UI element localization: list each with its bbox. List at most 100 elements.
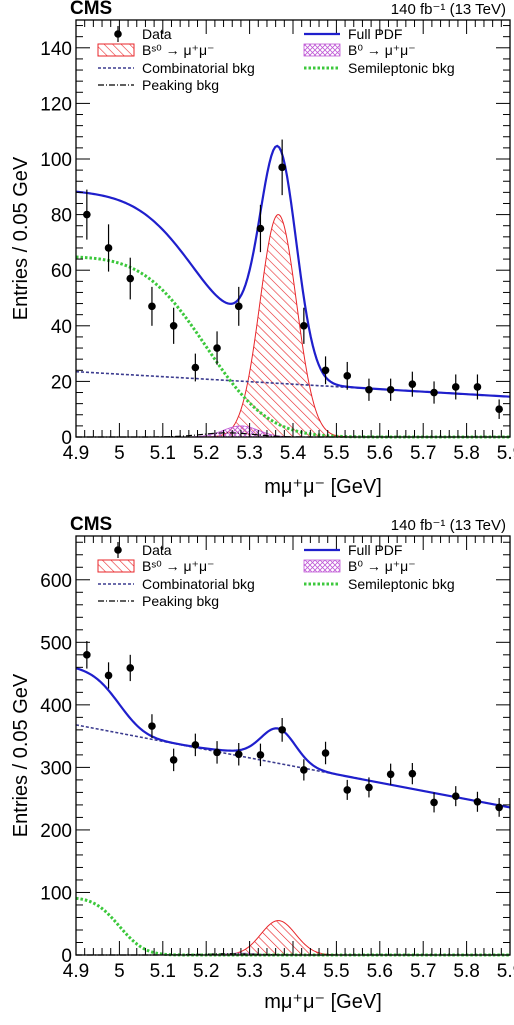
legend-comb-label: Combinatorial bkg [142, 60, 255, 76]
data-point [365, 783, 373, 792]
y-axis-title: Entries / 0.05 GeV [10, 156, 32, 320]
data-point [234, 750, 243, 759]
lower-mass-fit-panel: 4.9 5 5.1 5.2 5.3 5.4 5.5 5.6 5.7 5.8 5.9 0 100 200 30… [10, 514, 514, 1013]
luminosity-label: 140 fb⁻¹ (13 TeV) [391, 1, 506, 18]
data-point [169, 322, 178, 330]
legend-semi-label: Semileptonic bkg [348, 60, 455, 76]
y-tick-label: 300 [40, 758, 72, 779]
data-point [278, 163, 286, 172]
y-tick-label: 200 [40, 821, 72, 842]
data-point [495, 803, 503, 812]
data-point [343, 372, 352, 380]
legend-data-label: Data [142, 542, 172, 558]
data-point [278, 726, 286, 734]
data-point [386, 770, 395, 779]
x-tick-label: 5.8 [453, 961, 479, 982]
data-point [321, 749, 330, 757]
y-tick-label: 40 [51, 317, 72, 338]
x-tick-label: 5.1 [150, 443, 176, 464]
data-point [473, 383, 482, 391]
upper-mass-fit-panel: 4.9 5 5.1 5.2 5.3 5.4 5.5 5.6 5.7 5.8 5.9 0 20 40 60 80… [10, 0, 514, 498]
y-tick-label: 140 [40, 39, 72, 60]
data-point [256, 751, 265, 759]
legend-b0-swatch [303, 559, 341, 573]
legend-b0-label: B⁰ → μ⁺μ⁻ [348, 558, 416, 574]
data-point [473, 797, 482, 806]
data-point [213, 344, 221, 352]
x-tick-label: 4.9 [63, 443, 89, 464]
y-tick-label: 0 [61, 946, 72, 967]
data-point [148, 722, 156, 730]
x-tick-label: 4.9 [63, 961, 89, 982]
x-tick-label: 5.5 [323, 961, 349, 982]
x-tick-label: 5.1 [150, 961, 176, 982]
legend-data-label: Data [142, 26, 172, 42]
x-tick-label: 5.3 [236, 443, 262, 464]
legend-peak-label: Peaking bkg [142, 77, 219, 93]
y-tick-label: 600 [40, 571, 72, 592]
data-point [430, 388, 438, 397]
data-point [495, 405, 503, 414]
data-point [408, 769, 417, 778]
legend-fullpdf-label: Full PDF [348, 26, 402, 42]
x-tick-label: 5.7 [410, 443, 436, 464]
legend-data-marker [114, 546, 122, 554]
data-point [365, 385, 373, 394]
luminosity-label: 140 fb⁻¹ (13 TeV) [391, 517, 506, 534]
x-tick-label: 5.4 [280, 443, 307, 464]
x-tick-label: 5.2 [193, 961, 219, 982]
x-tick-label: 5 [114, 961, 125, 982]
x-tick-label: 5.4 [280, 961, 307, 982]
combinatorial-bkg-line [75, 724, 511, 809]
experiment-label: CMS [70, 0, 112, 19]
data-point [408, 380, 417, 388]
x-tick-label: 5.6 [367, 443, 393, 464]
data-point [386, 385, 395, 394]
y-axis-title: Entries / 0.05 GeV [10, 673, 32, 837]
x-tick-label: 5.9 [497, 961, 514, 982]
data-point [104, 671, 113, 680]
data-point [83, 651, 91, 659]
data-point [126, 664, 135, 672]
data-point [213, 748, 221, 757]
data-point [451, 383, 460, 391]
y-tick-label: 500 [40, 633, 72, 654]
y-tick-label: 100 [40, 150, 72, 171]
y-tick-label: 120 [40, 94, 72, 115]
x-tick-label: 5.9 [497, 443, 514, 464]
data-point [343, 786, 352, 794]
x-tick-label: 5.8 [453, 443, 479, 464]
y-tick-label: 100 [40, 883, 72, 904]
legend-bs-swatch [97, 43, 135, 57]
legend-b0-swatch [303, 43, 341, 57]
data-point [104, 244, 113, 252]
data-point [300, 766, 308, 774]
data-point [234, 302, 243, 311]
x-axis-title: mμ⁺μ⁻ [GeV] [264, 476, 382, 498]
data-point [256, 224, 265, 233]
legend-b0-label: B⁰ → μ⁺μ⁻ [348, 42, 416, 58]
data-point [451, 792, 460, 800]
x-tick-label: 5.6 [367, 961, 393, 982]
semileptonic-bkg-line [75, 896, 510, 957]
data-point [430, 798, 438, 807]
legend-fullpdf-label: Full PDF [348, 542, 402, 558]
x-tick-label: 5.7 [410, 961, 436, 982]
legend-data-marker [114, 30, 122, 38]
data-point [191, 363, 200, 372]
y-tick-label: 400 [40, 696, 72, 717]
x-tick-label: 5.5 [323, 443, 349, 464]
data-point [300, 322, 308, 330]
data-point [126, 274, 135, 283]
bs-signal-hatched-area [197, 920, 359, 956]
x-tick-label: 5.3 [236, 961, 262, 982]
full-pdf-line [75, 667, 511, 809]
experiment-label: CMS [70, 514, 112, 535]
y-tick-label: 60 [51, 261, 72, 282]
legend-bs-label: Bˢ⁰ → μ⁺μ⁻ [142, 42, 214, 58]
legend-bs-label: Bˢ⁰ → μ⁺μ⁻ [142, 558, 214, 574]
data-point [148, 302, 156, 311]
